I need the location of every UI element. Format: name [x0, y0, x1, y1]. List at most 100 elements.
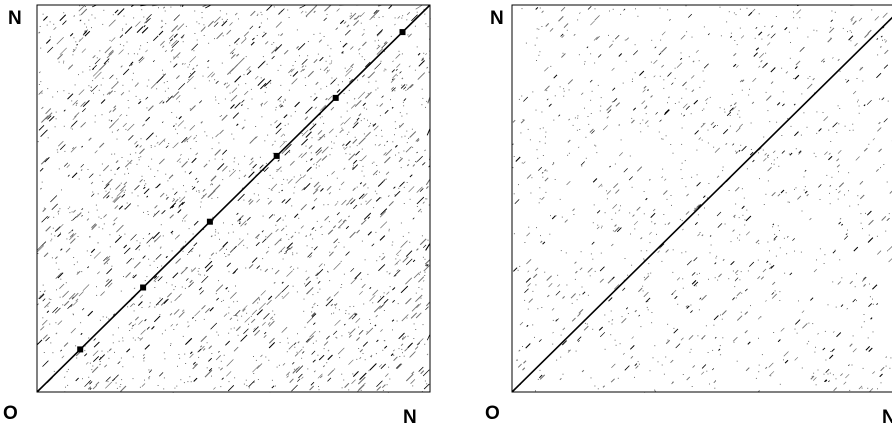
match-dot	[284, 50, 288, 54]
match-dot	[808, 341, 809, 342]
match-dot	[841, 224, 842, 225]
match-dot	[615, 340, 616, 341]
match-dot	[367, 331, 368, 332]
match-dot	[815, 347, 816, 348]
match-dot	[81, 271, 82, 272]
match-dot	[124, 248, 130, 254]
match-dot	[174, 64, 178, 68]
match-dot	[153, 216, 154, 217]
match-dot	[389, 6, 392, 9]
match-dot	[107, 351, 108, 352]
match-dot	[599, 327, 603, 330]
match-dot	[312, 314, 316, 318]
match-dot	[268, 247, 269, 248]
match-dot	[685, 251, 686, 252]
match-dot	[231, 95, 237, 101]
match-dot	[262, 165, 263, 166]
match-dot	[320, 188, 323, 191]
match-dot	[346, 33, 347, 34]
match-dot	[370, 287, 371, 289]
match-dot	[418, 53, 420, 55]
match-dot	[270, 83, 271, 84]
match-dot	[739, 150, 740, 151]
match-dot	[853, 299, 856, 302]
match-dot	[253, 373, 254, 374]
match-dot	[807, 194, 809, 196]
match-dot	[749, 12, 753, 16]
match-dot	[128, 173, 129, 174]
match-dot	[529, 299, 533, 303]
match-dot	[341, 374, 342, 375]
match-dot	[270, 175, 271, 176]
match-dot	[849, 130, 850, 131]
match-dot	[73, 49, 74, 50]
match-dot	[120, 114, 122, 116]
match-dot	[59, 168, 60, 169]
match-dot	[680, 58, 682, 60]
match-dot	[312, 307, 313, 308]
match-dot	[690, 311, 692, 313]
match-dot	[73, 216, 77, 220]
match-dot	[350, 154, 351, 155]
match-dot	[682, 229, 683, 230]
match-dot	[545, 86, 550, 91]
match-dot	[292, 79, 298, 85]
match-dot	[121, 379, 122, 380]
match-dot	[577, 130, 578, 131]
match-dot	[203, 76, 204, 77]
match-dot	[120, 186, 125, 191]
match-dot	[185, 63, 186, 64]
match-dot	[745, 289, 747, 291]
match-dot	[736, 14, 737, 15]
match-dot	[129, 330, 130, 331]
match-dot	[190, 73, 191, 74]
match-dot	[384, 292, 385, 293]
match-dot	[803, 112, 804, 113]
match-dot	[251, 316, 252, 317]
match-dot	[158, 304, 159, 305]
match-dot	[141, 138, 142, 139]
match-dot	[111, 154, 112, 155]
match-dot	[644, 292, 649, 297]
match-dot	[856, 273, 857, 274]
match-dot	[337, 212, 340, 215]
match-dot	[249, 172, 255, 178]
match-dot	[683, 374, 684, 375]
match-dot	[778, 194, 780, 196]
match-dot	[178, 207, 179, 208]
match-dot	[837, 333, 841, 337]
match-dot	[588, 116, 589, 117]
match-dot	[179, 312, 185, 318]
match-dot	[353, 165, 354, 166]
match-dot	[199, 23, 200, 24]
match-dot	[401, 116, 402, 117]
match-dot	[421, 104, 422, 105]
match-dot	[650, 273, 651, 274]
match-dot	[111, 170, 112, 171]
match-dot	[293, 65, 294, 66]
match-dot	[185, 288, 186, 289]
match-dot	[682, 278, 683, 279]
match-dot	[108, 283, 112, 287]
match-dot	[584, 108, 585, 109]
match-dot	[622, 316, 623, 317]
match-dot	[613, 204, 617, 208]
match-dot	[823, 112, 824, 113]
match-dot	[343, 130, 344, 131]
match-dot	[696, 50, 699, 53]
match-dot	[545, 143, 546, 144]
match-dot	[166, 198, 167, 199]
match-dot	[715, 337, 716, 338]
match-dot	[370, 323, 371, 324]
match-dot	[107, 196, 110, 199]
match-dot	[579, 54, 580, 55]
match-dot	[513, 144, 514, 145]
match-dot	[518, 184, 519, 185]
match-dot	[380, 296, 381, 297]
match-dot	[395, 17, 396, 18]
match-dot	[106, 279, 109, 282]
match-dot	[114, 119, 119, 124]
match-dot	[782, 151, 785, 154]
match-dot	[419, 61, 425, 67]
match-dot	[246, 56, 247, 57]
